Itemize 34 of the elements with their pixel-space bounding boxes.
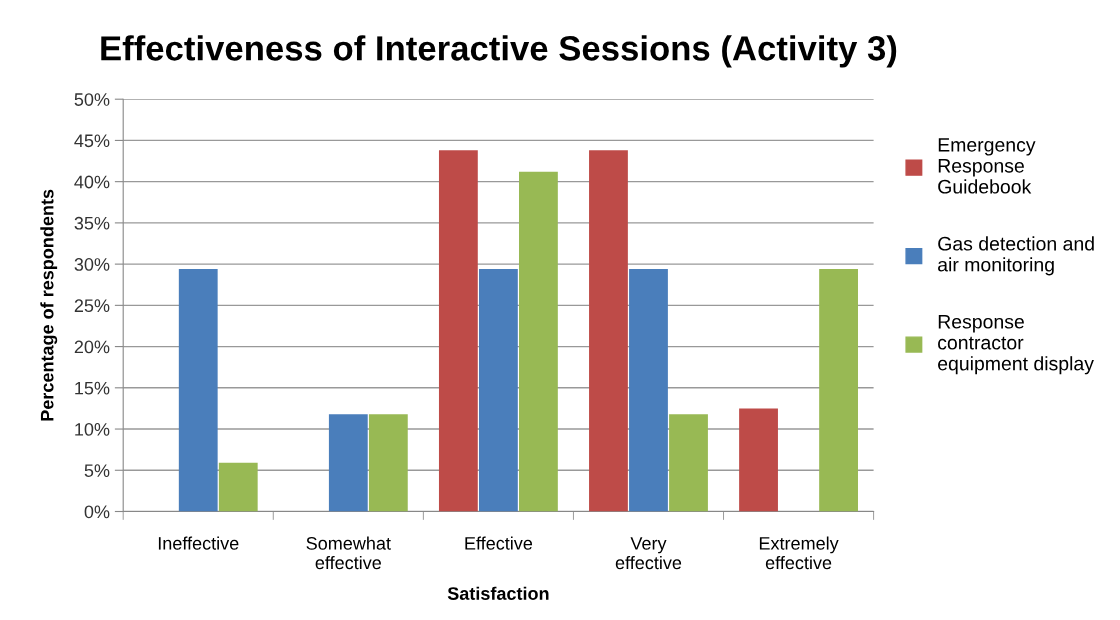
y-tick-label: 0%	[84, 505, 110, 519]
bar	[669, 414, 708, 512]
y-tick-label: 50%	[74, 93, 110, 106]
legend-label: Response contractor equipment display	[938, 315, 1094, 375]
legend-label: Emergency Response Guidebook	[938, 138, 1036, 194]
y-tick-label: 30%	[74, 258, 110, 271]
bar	[328, 414, 368, 512]
y-axis-title: Percentage of respondents	[40, 189, 58, 421]
bar	[478, 269, 518, 512]
bar	[519, 171, 558, 512]
bar	[178, 269, 218, 512]
bar	[438, 150, 478, 512]
y-tick-label: 25%	[74, 299, 110, 313]
bar	[589, 150, 628, 512]
x-tick-label: Extremely effective	[759, 536, 839, 570]
y-tick-label: 10%	[75, 422, 110, 436]
legend-label: Gas detection and air monitoring	[938, 236, 1094, 276]
bar	[629, 269, 668, 512]
x-axis-title: Satisfaction	[447, 586, 549, 600]
bar	[739, 408, 778, 512]
x-tick-label: Somewhat effective	[306, 536, 391, 570]
y-tick-label: 35%	[74, 216, 110, 230]
bar	[218, 462, 258, 512]
x-tick-label: Very effective	[615, 537, 682, 570]
x-tick-label: Ineffective	[158, 536, 239, 550]
chart-title: Effectiveness of Interactive Sessions (Activity 3)	[101, 35, 897, 68]
y-tick-label: 45%	[74, 134, 110, 148]
x-tick-label: Effective	[465, 536, 533, 550]
bar	[819, 269, 858, 512]
y-tick-label: 40%	[74, 175, 110, 189]
y-tick-label: 15%	[75, 381, 110, 395]
y-tick-label: 20%	[74, 340, 110, 354]
y-tick-label: 5%	[84, 464, 110, 477]
bar	[368, 414, 408, 512]
